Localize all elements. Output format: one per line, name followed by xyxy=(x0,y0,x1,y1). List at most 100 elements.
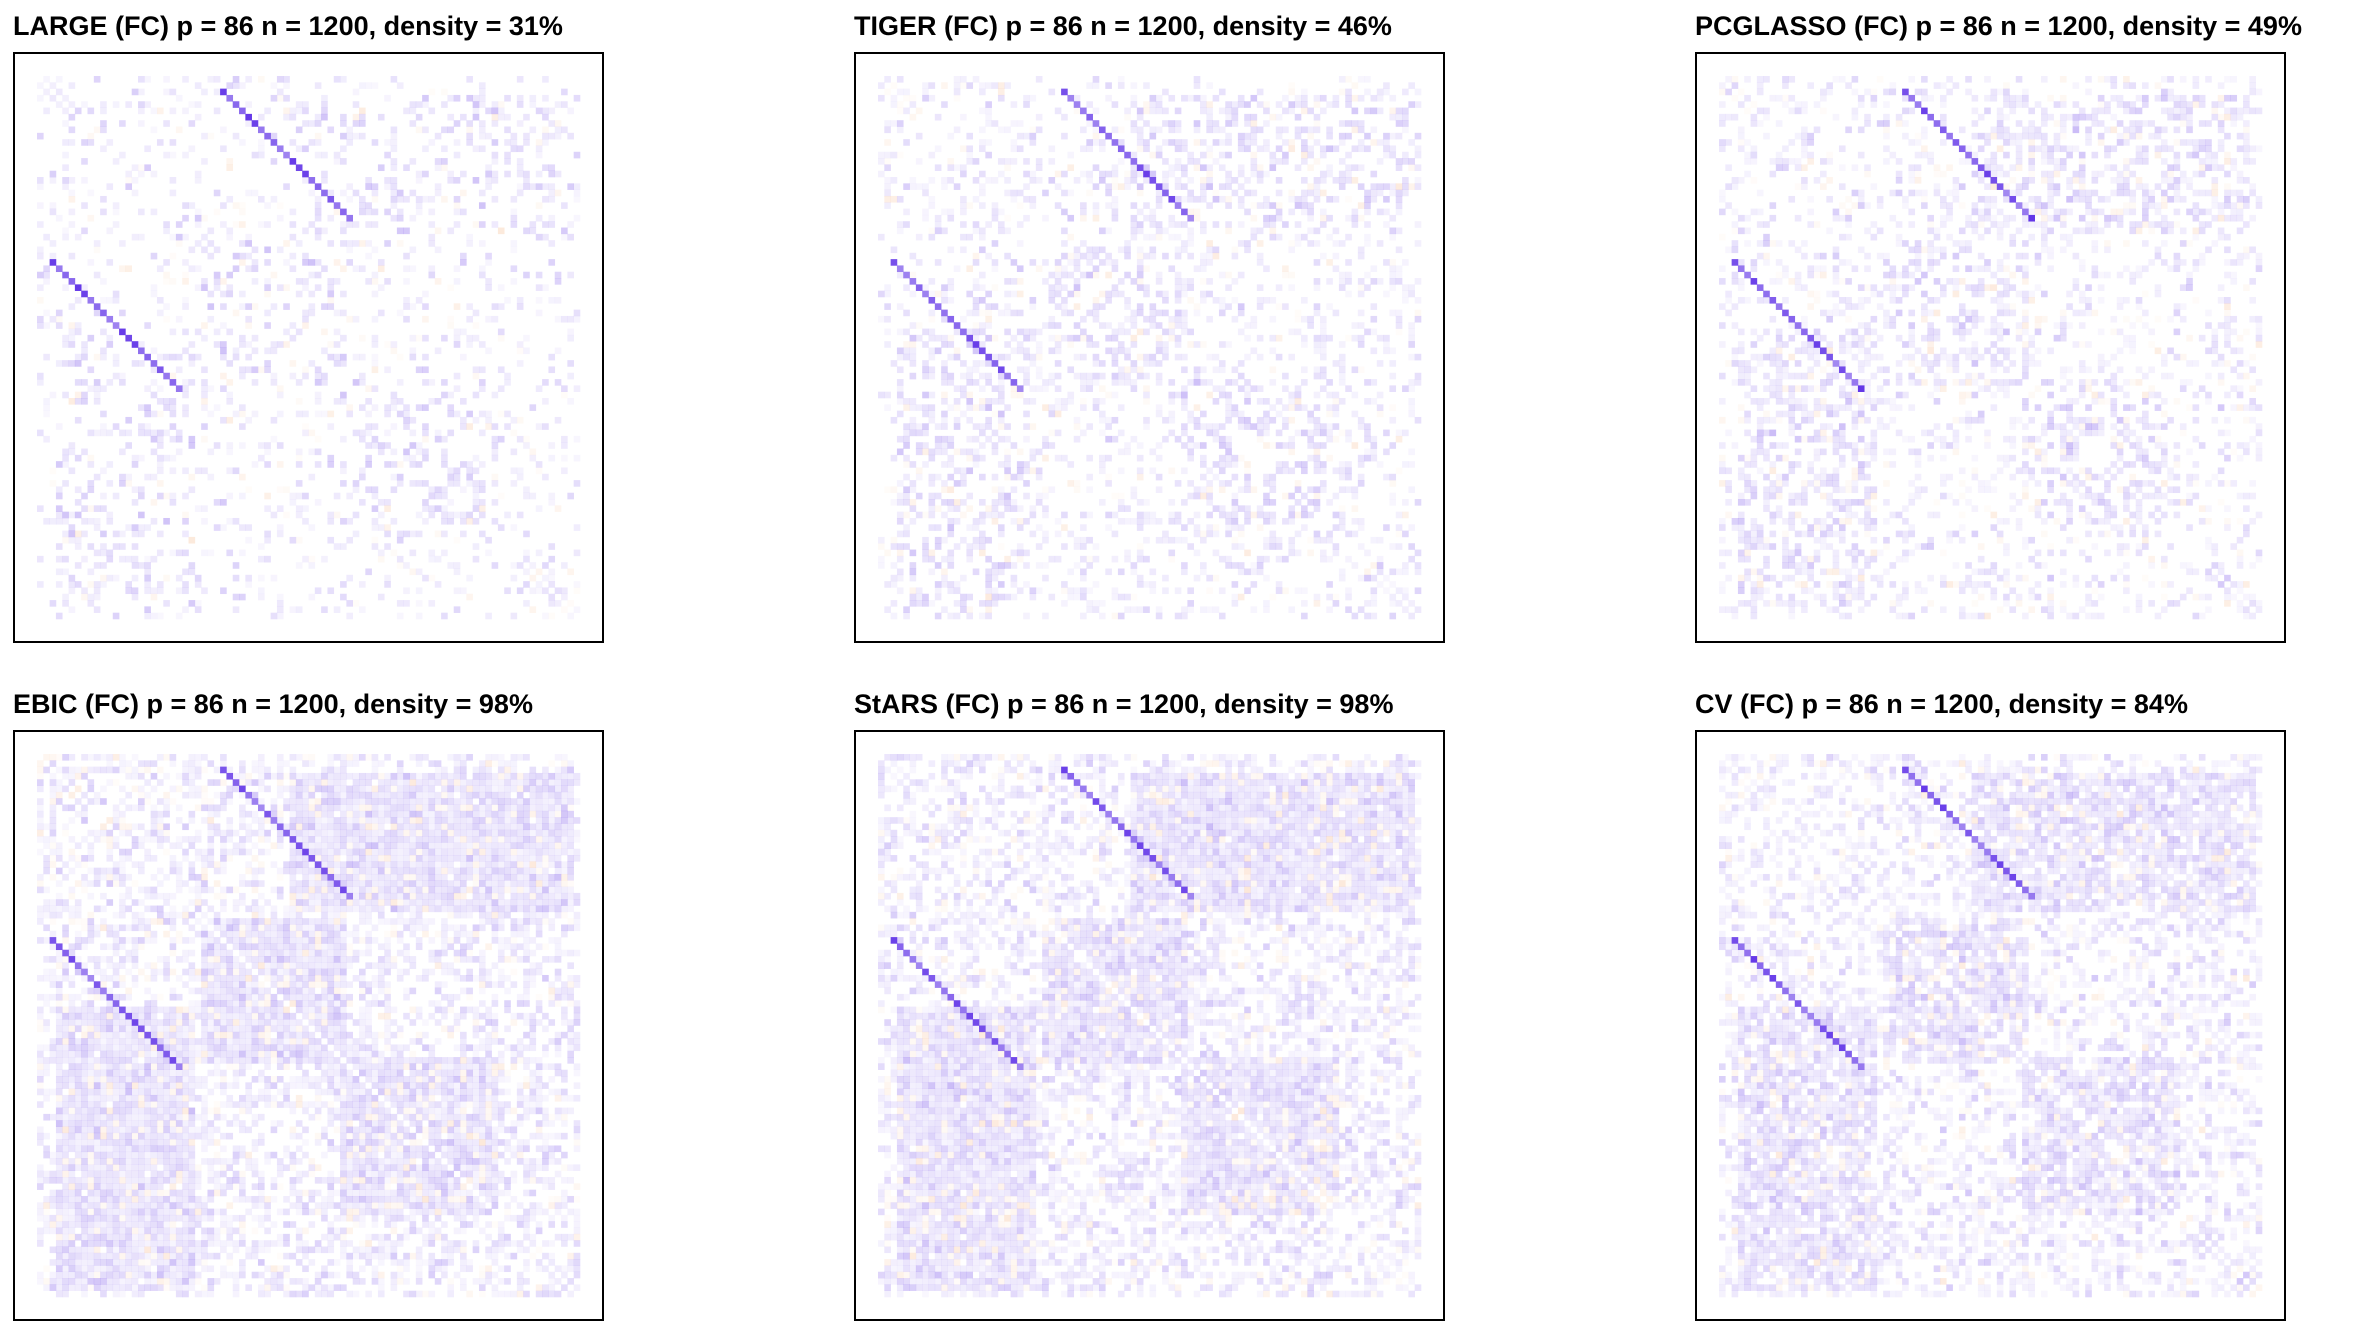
heatmap-cell xyxy=(270,372,278,380)
heatmap-cell xyxy=(1206,315,1213,323)
heatmap-cell xyxy=(1117,158,1125,165)
heatmap-cell xyxy=(1193,511,1201,519)
heatmap-cell xyxy=(1256,126,1264,134)
heatmap-cell xyxy=(276,530,284,538)
heatmap-cell xyxy=(1187,240,1194,247)
heatmap-cell xyxy=(100,467,107,475)
heatmap-cell xyxy=(1775,164,1783,172)
heatmap-cell xyxy=(93,240,101,247)
heatmap-cell xyxy=(1136,221,1144,228)
heatmap-cell xyxy=(1744,360,1751,367)
heatmap-cell xyxy=(144,164,151,172)
heatmap-cell xyxy=(473,322,480,329)
heatmap-cell xyxy=(384,366,391,374)
heatmap-cell xyxy=(1744,455,1751,462)
heatmap-cell xyxy=(1231,296,1239,304)
heatmap-cell xyxy=(1313,334,1321,342)
heatmap-cell xyxy=(2142,120,2149,127)
heatmap-cell xyxy=(169,410,177,418)
heatmap-cell xyxy=(947,612,955,620)
heatmap-cell xyxy=(81,492,88,500)
heatmap-cell xyxy=(441,517,448,525)
heatmap-cell xyxy=(1921,151,1928,159)
heatmap-cell xyxy=(985,309,992,317)
heatmap-cell xyxy=(2041,76,2048,83)
heatmap-cell xyxy=(384,278,391,285)
heatmap-cell xyxy=(1263,473,1270,481)
heatmap-cell xyxy=(2249,88,2256,96)
heatmap-cell xyxy=(74,499,82,506)
heatmap-cell xyxy=(1212,549,1220,557)
heatmap-cell xyxy=(264,221,271,228)
heatmap-cell xyxy=(1883,113,1890,121)
heatmap-cell xyxy=(497,113,505,121)
heatmap-cell xyxy=(934,303,942,310)
heatmap-cell xyxy=(1200,562,1207,569)
heatmap-cell xyxy=(1794,158,1802,165)
heatmap-cell xyxy=(941,296,948,304)
heatmap-cell xyxy=(960,480,967,487)
heatmap-cell xyxy=(371,246,379,254)
heatmap-cell xyxy=(245,366,252,374)
heatmap-cell xyxy=(953,581,961,588)
heatmap-cell xyxy=(194,208,202,216)
heatmap-cell xyxy=(1010,499,1018,506)
heatmap-cell xyxy=(125,177,132,184)
heatmap-cell xyxy=(1295,316,1302,323)
heatmap-cell xyxy=(972,524,980,531)
heatmap-cell xyxy=(985,82,992,89)
heatmap-cell xyxy=(1750,113,1758,121)
heatmap-cell xyxy=(1775,473,1783,481)
heatmap-cell xyxy=(567,612,574,620)
heatmap-cell xyxy=(245,101,252,108)
heatmap-cell xyxy=(276,341,284,348)
heatmap-cell xyxy=(1977,145,1985,153)
heatmap-cell xyxy=(1149,568,1157,576)
heatmap-cell xyxy=(1149,221,1157,228)
heatmap-cell xyxy=(472,145,480,153)
heatmap-cell xyxy=(163,404,170,411)
heatmap-cell xyxy=(1218,555,1226,563)
heatmap-cell xyxy=(1174,164,1182,172)
heatmap-cell xyxy=(314,398,322,405)
heatmap-cell xyxy=(1282,107,1289,115)
heatmap-cell xyxy=(878,94,885,102)
heatmap-cell xyxy=(93,303,101,310)
heatmap-cell xyxy=(1288,505,1296,512)
heatmap-cell xyxy=(1136,265,1144,273)
heatmap-cell xyxy=(941,423,948,430)
heatmap-cell xyxy=(1990,132,1998,140)
heatmap-cell xyxy=(985,221,992,228)
heatmap-cell xyxy=(125,480,133,487)
heatmap-cell xyxy=(542,284,549,291)
heatmap-cell xyxy=(409,461,417,468)
heatmap-cell xyxy=(384,341,391,348)
heatmap-cell xyxy=(985,511,992,519)
heatmap-cell xyxy=(1048,334,1056,342)
heatmap-cell xyxy=(2003,101,2010,108)
heatmap-cell xyxy=(1744,499,1751,506)
heatmap-cell xyxy=(156,429,164,437)
heatmap-cell xyxy=(245,581,252,588)
heatmap-cell xyxy=(1756,240,1764,247)
heatmap-cell xyxy=(169,398,177,405)
heatmap-cell xyxy=(1004,353,1011,361)
heatmap-cell xyxy=(1763,454,1770,462)
heatmap-cell xyxy=(1345,164,1352,172)
heatmap-cell xyxy=(365,252,372,260)
panel-title: PCGLASSO (FC) p = 86 n = 1200, density =… xyxy=(1695,6,2302,46)
heatmap-cell xyxy=(308,290,316,298)
heatmap-cell xyxy=(1921,132,1928,140)
heatmap-cell xyxy=(1010,549,1018,557)
heatmap-cell xyxy=(1319,480,1327,487)
heatmap-cell xyxy=(1345,259,1352,266)
heatmap-cell xyxy=(1237,195,1245,203)
heatmap-cell xyxy=(1275,214,1283,222)
heatmap-cell xyxy=(163,353,170,361)
heatmap-cell xyxy=(941,341,948,348)
heatmap-cell xyxy=(915,587,923,595)
heatmap-cell xyxy=(384,240,391,247)
heatmap-cell xyxy=(68,442,76,449)
heatmap-cell xyxy=(1775,391,1783,399)
heatmap-cell xyxy=(960,208,967,216)
